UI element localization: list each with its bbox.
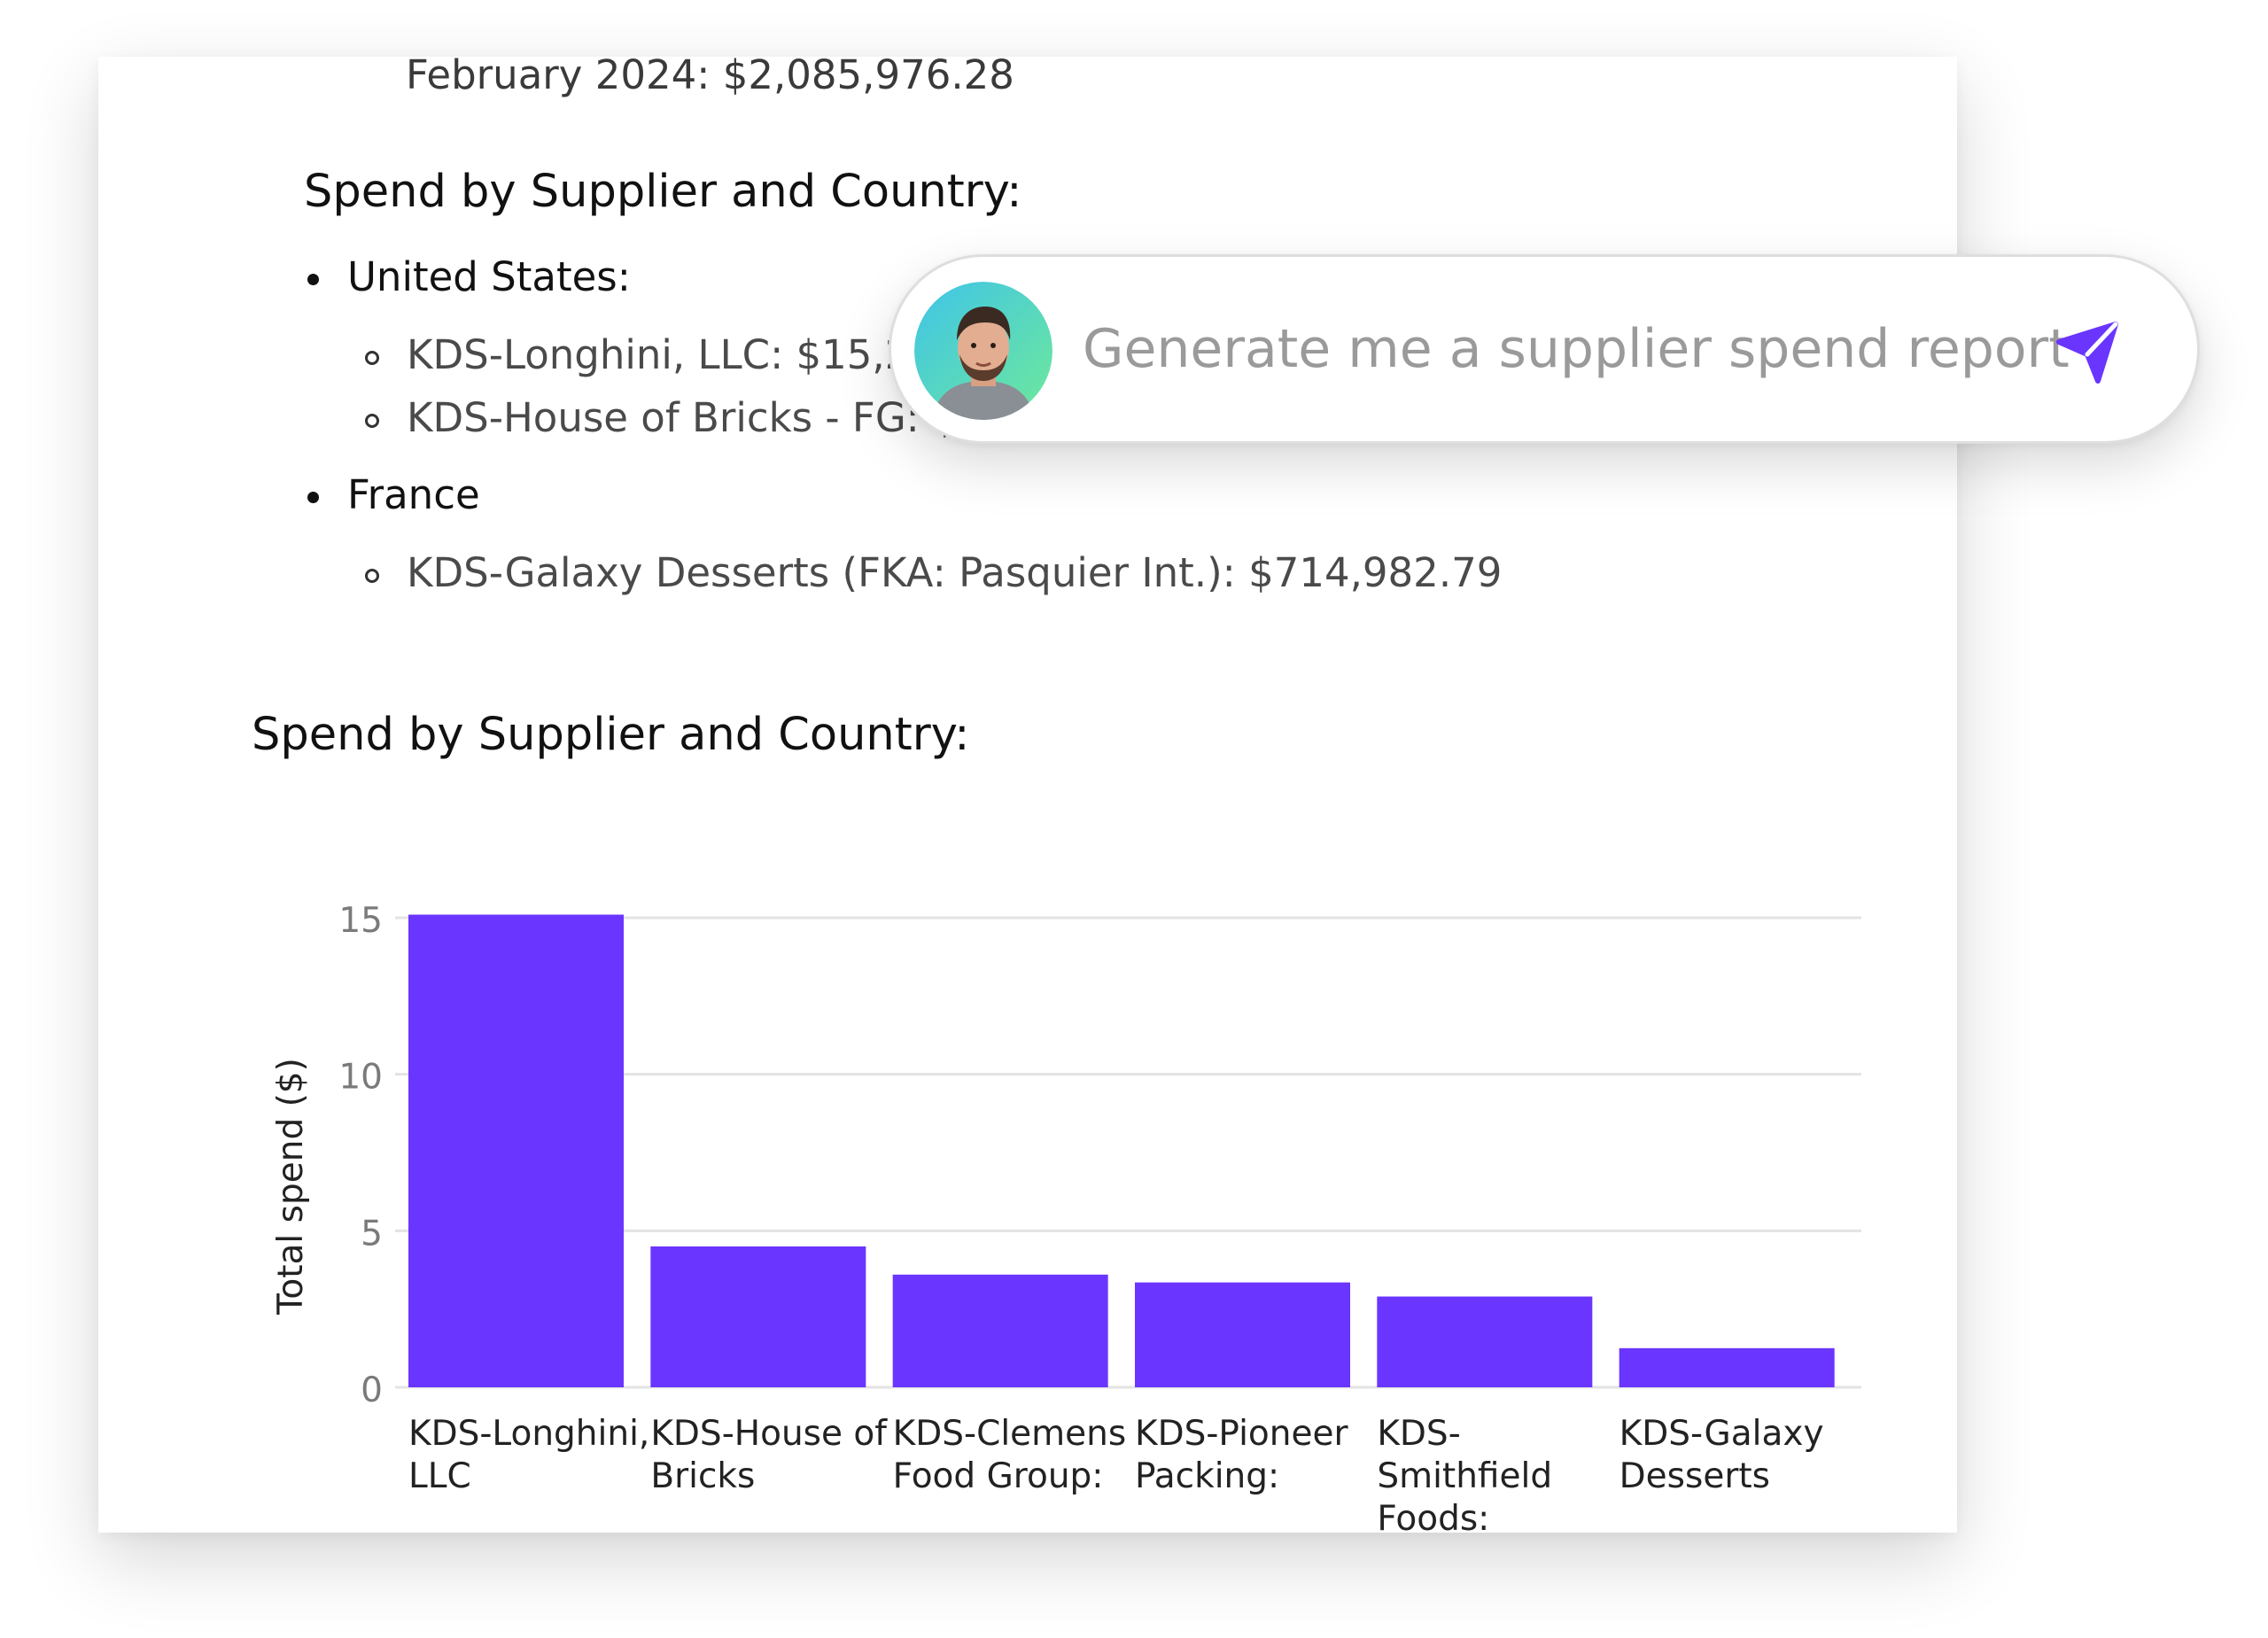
section-heading-list: Spend by Supplier and Country: xyxy=(304,166,1022,218)
x-category-label: KDS-Pioneer xyxy=(1135,1414,1348,1454)
supplier-item-house-of-bricks: KDS-House of Bricks - FG: $ xyxy=(365,394,958,441)
y-tick-label: 15 xyxy=(338,901,383,941)
country-item-united-states: United States: xyxy=(307,253,631,300)
country-item-france: France xyxy=(307,471,480,518)
x-category-label: Food Group: xyxy=(893,1456,1104,1496)
prompt-input[interactable]: Generate me a supplier spend report xyxy=(1083,318,2070,380)
bar xyxy=(650,1246,866,1387)
x-category-label: Bricks xyxy=(650,1456,755,1496)
x-category-label: KDS-Galaxy xyxy=(1619,1414,1824,1454)
send-button[interactable] xyxy=(2052,315,2124,388)
report-clipped-line: February 2024: $2,085,976.28 xyxy=(406,57,1014,98)
bar-chart: 0 5 10 15 Total spend ($) KDS-Longhini,LLC KDS… xyxy=(271,901,1861,1533)
x-category-label: Desserts xyxy=(1619,1456,1770,1496)
supplier-item-longhini: KDS-Longhini, LLC: $15,22 xyxy=(365,331,936,378)
paper-plane-icon xyxy=(2056,322,2118,384)
x-category-label: KDS-House of xyxy=(650,1414,888,1454)
bar xyxy=(1135,1282,1350,1387)
section-heading-chart: Spend by Supplier and Country: xyxy=(252,709,970,761)
y-tick-label: 0 xyxy=(361,1370,383,1410)
bar xyxy=(1619,1347,1835,1387)
bar xyxy=(1377,1296,1593,1387)
bar xyxy=(892,1274,1108,1387)
prompt-bar[interactable]: Generate me a supplier spend report xyxy=(889,254,2200,444)
y-tick-label: 10 xyxy=(338,1058,383,1098)
supplier-item-galaxy-desserts: KDS-Galaxy Desserts (FKA: Pasquier Int.)… xyxy=(364,549,1503,596)
x-category-label: Packing: xyxy=(1135,1456,1279,1496)
x-category-label: Smithfield xyxy=(1377,1456,1552,1496)
x-category-label: Foods: xyxy=(1377,1499,1489,1533)
avatar xyxy=(914,282,1052,420)
x-category-label: KDS-Longhini, xyxy=(408,1414,649,1454)
y-tick-label: 5 xyxy=(361,1214,383,1254)
x-category-label: KDS-Clemens xyxy=(893,1414,1127,1454)
x-category-label: LLC xyxy=(408,1456,471,1496)
bar xyxy=(408,914,624,1387)
x-category-label: KDS- xyxy=(1377,1414,1460,1454)
y-axis-title: Total spend ($) xyxy=(271,1058,311,1316)
